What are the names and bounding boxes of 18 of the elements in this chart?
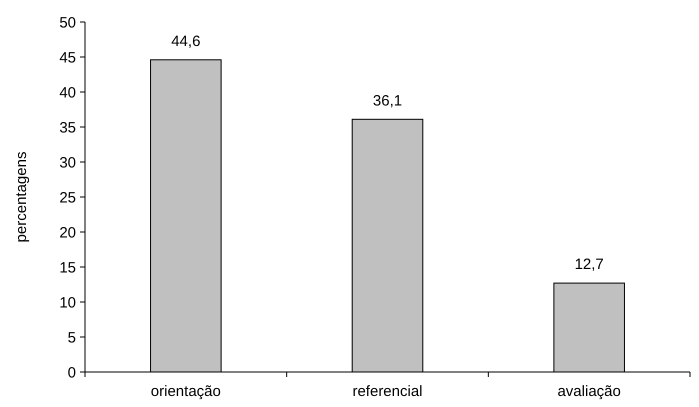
y-axis-title: percentagens bbox=[13, 152, 30, 242]
y-tick-label: 40 bbox=[59, 84, 76, 102]
data-label: 36,1 bbox=[372, 92, 402, 110]
y-tick-label: 45 bbox=[59, 49, 76, 66]
x-tick-label: avaliação bbox=[557, 383, 621, 400]
y-tick-label: 20 bbox=[59, 224, 76, 242]
data-label: 12,7 bbox=[574, 256, 604, 274]
y-tick-label: 50 bbox=[59, 14, 76, 32]
y-tick-label: 0 bbox=[68, 364, 76, 382]
y-tick-label: 10 bbox=[59, 294, 76, 312]
x-tick-label: orientação bbox=[150, 383, 221, 400]
y-tick-label: 5 bbox=[68, 329, 76, 346]
y-tick-label: 35 bbox=[59, 119, 76, 136]
y-tick-label: 25 bbox=[59, 189, 76, 206]
data-label: 44,6 bbox=[171, 32, 200, 50]
x-tick-label: referencial bbox=[352, 383, 423, 400]
y-tick-label: 15 bbox=[59, 259, 76, 276]
y-tick-label: 30 bbox=[59, 154, 76, 172]
